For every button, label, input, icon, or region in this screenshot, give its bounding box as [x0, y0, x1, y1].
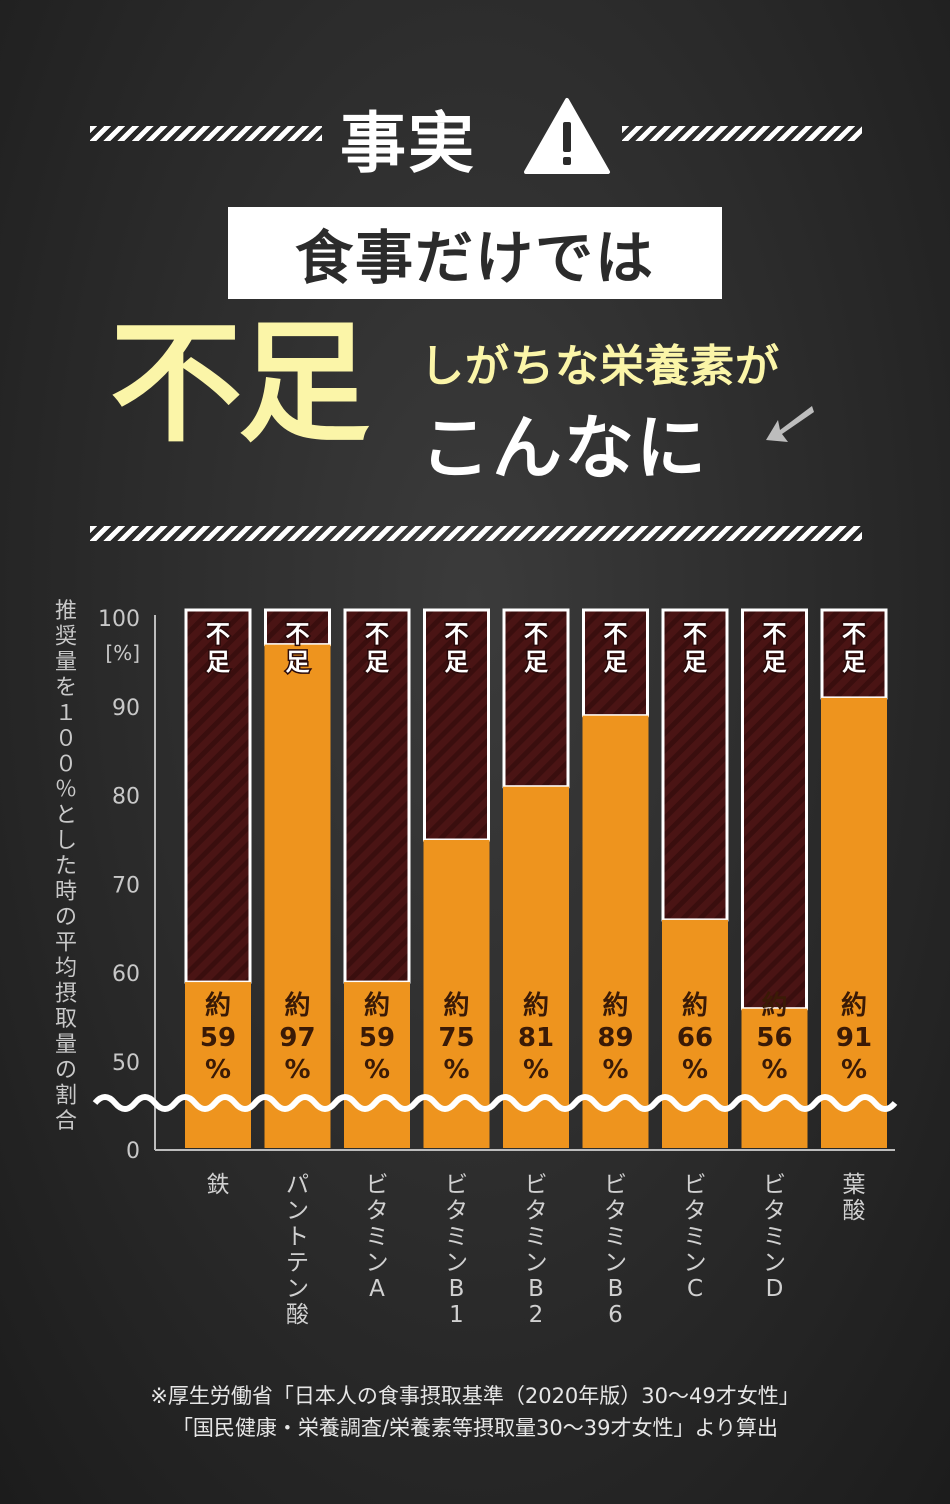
y-unit-label: [%] [105, 641, 140, 665]
bar [185, 982, 251, 1148]
subtitle-box: 食事だけでは [228, 207, 722, 299]
shortfall-segment [184, 608, 252, 984]
x-tick-label: ビタミン C [684, 1172, 707, 1302]
data-label: 約 66% [677, 990, 713, 1085]
shortfall-label: 不足 [206, 620, 230, 676]
data-label: 約 97% [279, 990, 315, 1085]
y-tick-label: 0 [126, 1139, 140, 1164]
shortfall-label: 不足 [763, 620, 787, 676]
bar [264, 644, 331, 1148]
data-label: 約 75% [438, 990, 474, 1085]
shortfall-label: 不足 [445, 620, 469, 676]
axis-break-wave [92, 1094, 898, 1112]
data-label: 約 56% [756, 990, 792, 1085]
y-axis-label: 推奨量を１００％とした時の平均摂取量の割合 [55, 599, 77, 1134]
bar [662, 919, 728, 1148]
bar [423, 840, 490, 1148]
shortfall-segment [343, 608, 411, 984]
page-title: 事実 [340, 105, 476, 182]
shortfall-segment [820, 608, 888, 700]
data-label: 約 89% [597, 990, 633, 1085]
shortfall-segment [264, 608, 331, 647]
hatch-divider-left [90, 126, 322, 141]
shortfall-label: 不足 [286, 620, 310, 676]
shortfall-label: 不足 [842, 620, 866, 676]
warning-triangle-icon [524, 98, 610, 174]
hatch-divider-right [622, 126, 862, 141]
y-tick-label: 100 [98, 607, 140, 632]
shortfall-label: 不足 [604, 620, 628, 676]
hatch-divider-bottom [90, 526, 862, 541]
y-tick-label: 50 [112, 1051, 140, 1076]
bar [344, 982, 410, 1148]
shortfall-segment [582, 608, 649, 718]
shortfall-segment [741, 608, 808, 1011]
bar [741, 1008, 808, 1148]
y-tick-label: 90 [112, 696, 140, 721]
shortfall-label: 不足 [524, 620, 548, 676]
y-tick-label: 70 [112, 873, 140, 898]
x-tick-label: パントテン酸 [286, 1172, 309, 1328]
x-tick-label: 鉄 [207, 1172, 230, 1198]
x-tick-label: ビタミン A [366, 1172, 389, 1302]
footnote-line-2: 「国民健康・栄養調査/栄養素等摂取量30〜39才女性」より算出 [171, 1416, 779, 1440]
shortfall-segment [502, 608, 570, 789]
data-label: 約 59% [200, 990, 236, 1085]
title-row: 事実 [0, 88, 950, 182]
x-tick-label: ビタミン B 6 [604, 1172, 627, 1328]
bar [503, 786, 569, 1148]
bar [821, 697, 887, 1148]
x-tick-label: ビタミン B 1 [445, 1172, 468, 1328]
bar-chart: 100 90 80 70 60 50 0 [%] 推奨量を１００％とした時の平均摂取量の割合 不足… [55, 599, 898, 1328]
data-label: 約 59% [359, 990, 395, 1085]
footnote-line-1: ※厚生労働省「日本人の食事摂取基準（2020年版）30〜49才女性」 [150, 1384, 800, 1408]
headline-line-bottom: こんなに [420, 407, 708, 489]
shortfall-label: 不足 [683, 620, 707, 676]
shortfall-segment [661, 608, 729, 922]
bar [582, 715, 649, 1148]
down-left-arrow-icon [766, 406, 814, 442]
x-tick-label: ビタミン D [763, 1172, 786, 1302]
headline-big-word: 不足 [110, 307, 370, 461]
headline-line-top: しがちな栄養素が [420, 341, 780, 392]
y-tick-label: 80 [112, 785, 140, 810]
data-label: 約 91% [836, 990, 872, 1085]
y-tick-label: 60 [112, 962, 140, 987]
x-tick-label: 葉酸 [843, 1172, 866, 1224]
data-label: 約 81% [518, 990, 554, 1085]
x-tick-label: ビタミン B 2 [525, 1172, 548, 1328]
shortfall-label: 不足 [365, 620, 389, 676]
